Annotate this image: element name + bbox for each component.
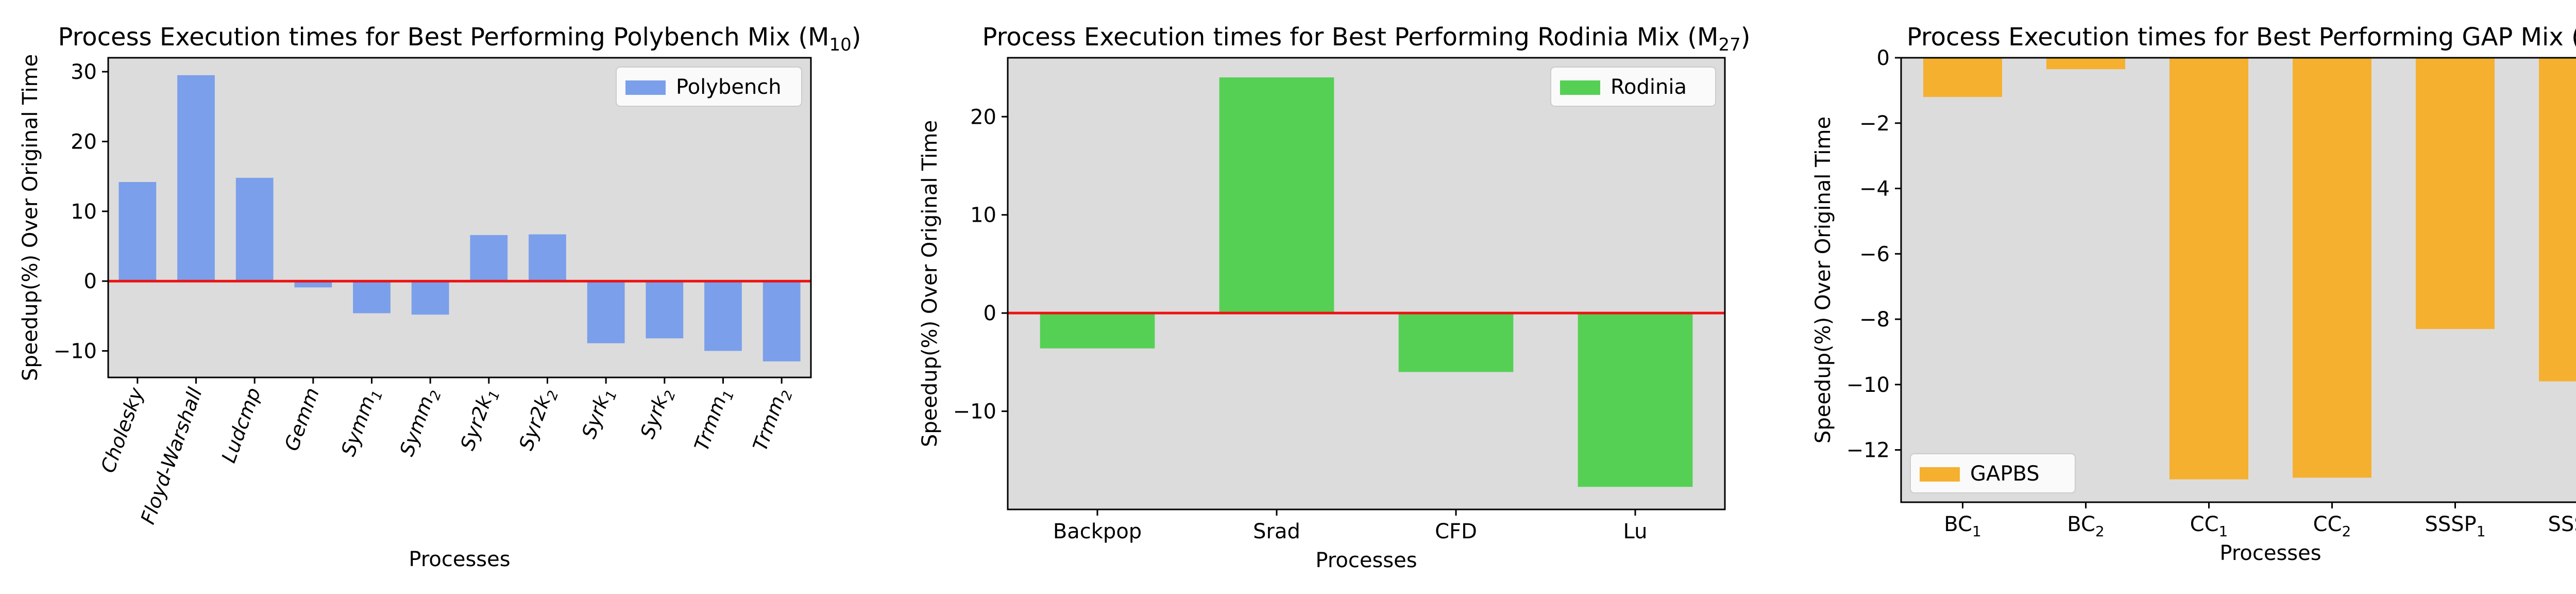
bar <box>118 182 157 282</box>
legend-swatch <box>1560 80 1600 95</box>
y-tick-label: −10 <box>1846 373 1890 397</box>
bar <box>177 75 215 282</box>
x-tick-label: BC1 <box>1944 513 1981 540</box>
axes-frame <box>1900 57 2576 503</box>
bar <box>1040 313 1155 349</box>
legend: GAPBS <box>1910 453 2076 493</box>
y-tick-label: 10 <box>71 200 97 224</box>
y-tick-label: 0 <box>984 302 996 325</box>
y-axis-label: Speedup(%) Over Original Time <box>1811 117 1835 443</box>
x-tick-label: CC1 <box>2190 513 2228 540</box>
x-tick-label: Lu <box>1623 520 1648 543</box>
bar <box>2293 58 2371 478</box>
x-tick-label: Syr2k2 <box>515 385 562 455</box>
x-tick-label: SSSP1 <box>2425 513 2485 540</box>
x-tick-label: Trmm1 <box>690 385 737 455</box>
x-tick-label: Syrk2 <box>636 385 679 443</box>
bar <box>704 281 742 351</box>
legend-label: Polybench <box>676 75 782 99</box>
plot-background <box>108 58 811 377</box>
legend: Rodinia <box>1550 67 1716 107</box>
legend-swatch <box>1920 467 1960 482</box>
x-axis-label: Processes <box>2219 541 2321 565</box>
y-tick-label: −4 <box>1859 177 1890 201</box>
bar <box>2539 58 2576 382</box>
bar <box>294 281 332 288</box>
bar <box>1923 58 2002 97</box>
bar <box>1398 313 1514 372</box>
axes-frame <box>107 57 812 378</box>
y-tick-label: 0 <box>1877 46 1890 70</box>
chart-title: Process Execution times for Best Perform… <box>58 23 861 55</box>
y-tick-label: 20 <box>71 130 97 154</box>
bar <box>353 281 391 314</box>
bar <box>646 281 684 339</box>
bar <box>2046 58 2125 70</box>
bar <box>762 281 801 361</box>
y-tick-label: −8 <box>1859 308 1890 332</box>
x-tick-label: Cholesky <box>96 385 148 476</box>
bar <box>2416 58 2495 329</box>
chart-title: Process Execution times for Best Perform… <box>1907 23 2576 55</box>
bar <box>1219 77 1334 314</box>
bar <box>411 281 449 315</box>
y-tick-label: 20 <box>970 105 996 129</box>
x-tick-label: Syr2k1 <box>456 385 503 455</box>
bar <box>587 281 625 343</box>
x-tick-label: Symm2 <box>395 385 445 460</box>
y-axis-label: Speedup(%) Over Original Time <box>918 120 942 447</box>
legend-box <box>616 67 802 107</box>
y-tick-label: 30 <box>71 60 97 84</box>
y-axis-label: Speedup(%) Over Original Time <box>19 54 42 381</box>
x-tick-label: Floyd-Warshall <box>137 385 207 527</box>
x-tick-label: SSSP1 <box>2548 513 2576 540</box>
y-tick-label: −10 <box>953 400 996 424</box>
axes-frame <box>1007 57 1726 510</box>
legend: Polybench <box>616 67 802 107</box>
x-tick-label: Gemm <box>280 385 324 454</box>
x-tick-label: Backpop <box>1053 520 1142 543</box>
bar <box>470 235 508 282</box>
x-tick-label: Syrk1 <box>578 385 620 443</box>
chart-panel-3: −12 −10 −8 −6 −4 −2 0 BC1 BC2 CC1 CC2 SSSP1 SSSP1 Pro… <box>1811 23 2576 565</box>
legend-label: Rodinia <box>1611 75 1687 99</box>
x-tick-label: Symm1 <box>337 385 386 460</box>
x-tick-label: CFD <box>1435 520 1477 543</box>
chart-title: Process Execution times for Best Perform… <box>982 23 1751 55</box>
legend-label: GAPBS <box>1970 462 2040 486</box>
bar <box>235 177 274 282</box>
y-tick-label: −6 <box>1859 242 1890 266</box>
y-tick-label: 10 <box>970 204 996 227</box>
x-tick-label: Trmm2 <box>749 385 796 455</box>
x-tick-label: Srad <box>1253 520 1300 543</box>
x-axis-label: Processes <box>409 548 510 571</box>
x-tick-label: Ludcmp <box>217 385 265 466</box>
bar <box>2170 58 2248 480</box>
x-axis-label: Processes <box>1315 549 1417 572</box>
y-tick-label: −12 <box>1846 439 1890 463</box>
x-tick-label: BC2 <box>2067 513 2105 540</box>
bar <box>1578 313 1693 487</box>
legend-swatch <box>625 80 666 95</box>
chart-panel-2: −10 0 10 20 Backpop Srad CFD Lu Processes Speedup… <box>918 23 1750 572</box>
legend-box <box>1910 453 2076 493</box>
bar <box>529 234 566 282</box>
y-tick-label: 0 <box>84 270 97 293</box>
x-tick-label: CC2 <box>2313 513 2351 540</box>
y-tick-label: −2 <box>1859 112 1890 136</box>
y-tick-label: −10 <box>54 340 97 364</box>
legend-box <box>1550 67 1716 107</box>
